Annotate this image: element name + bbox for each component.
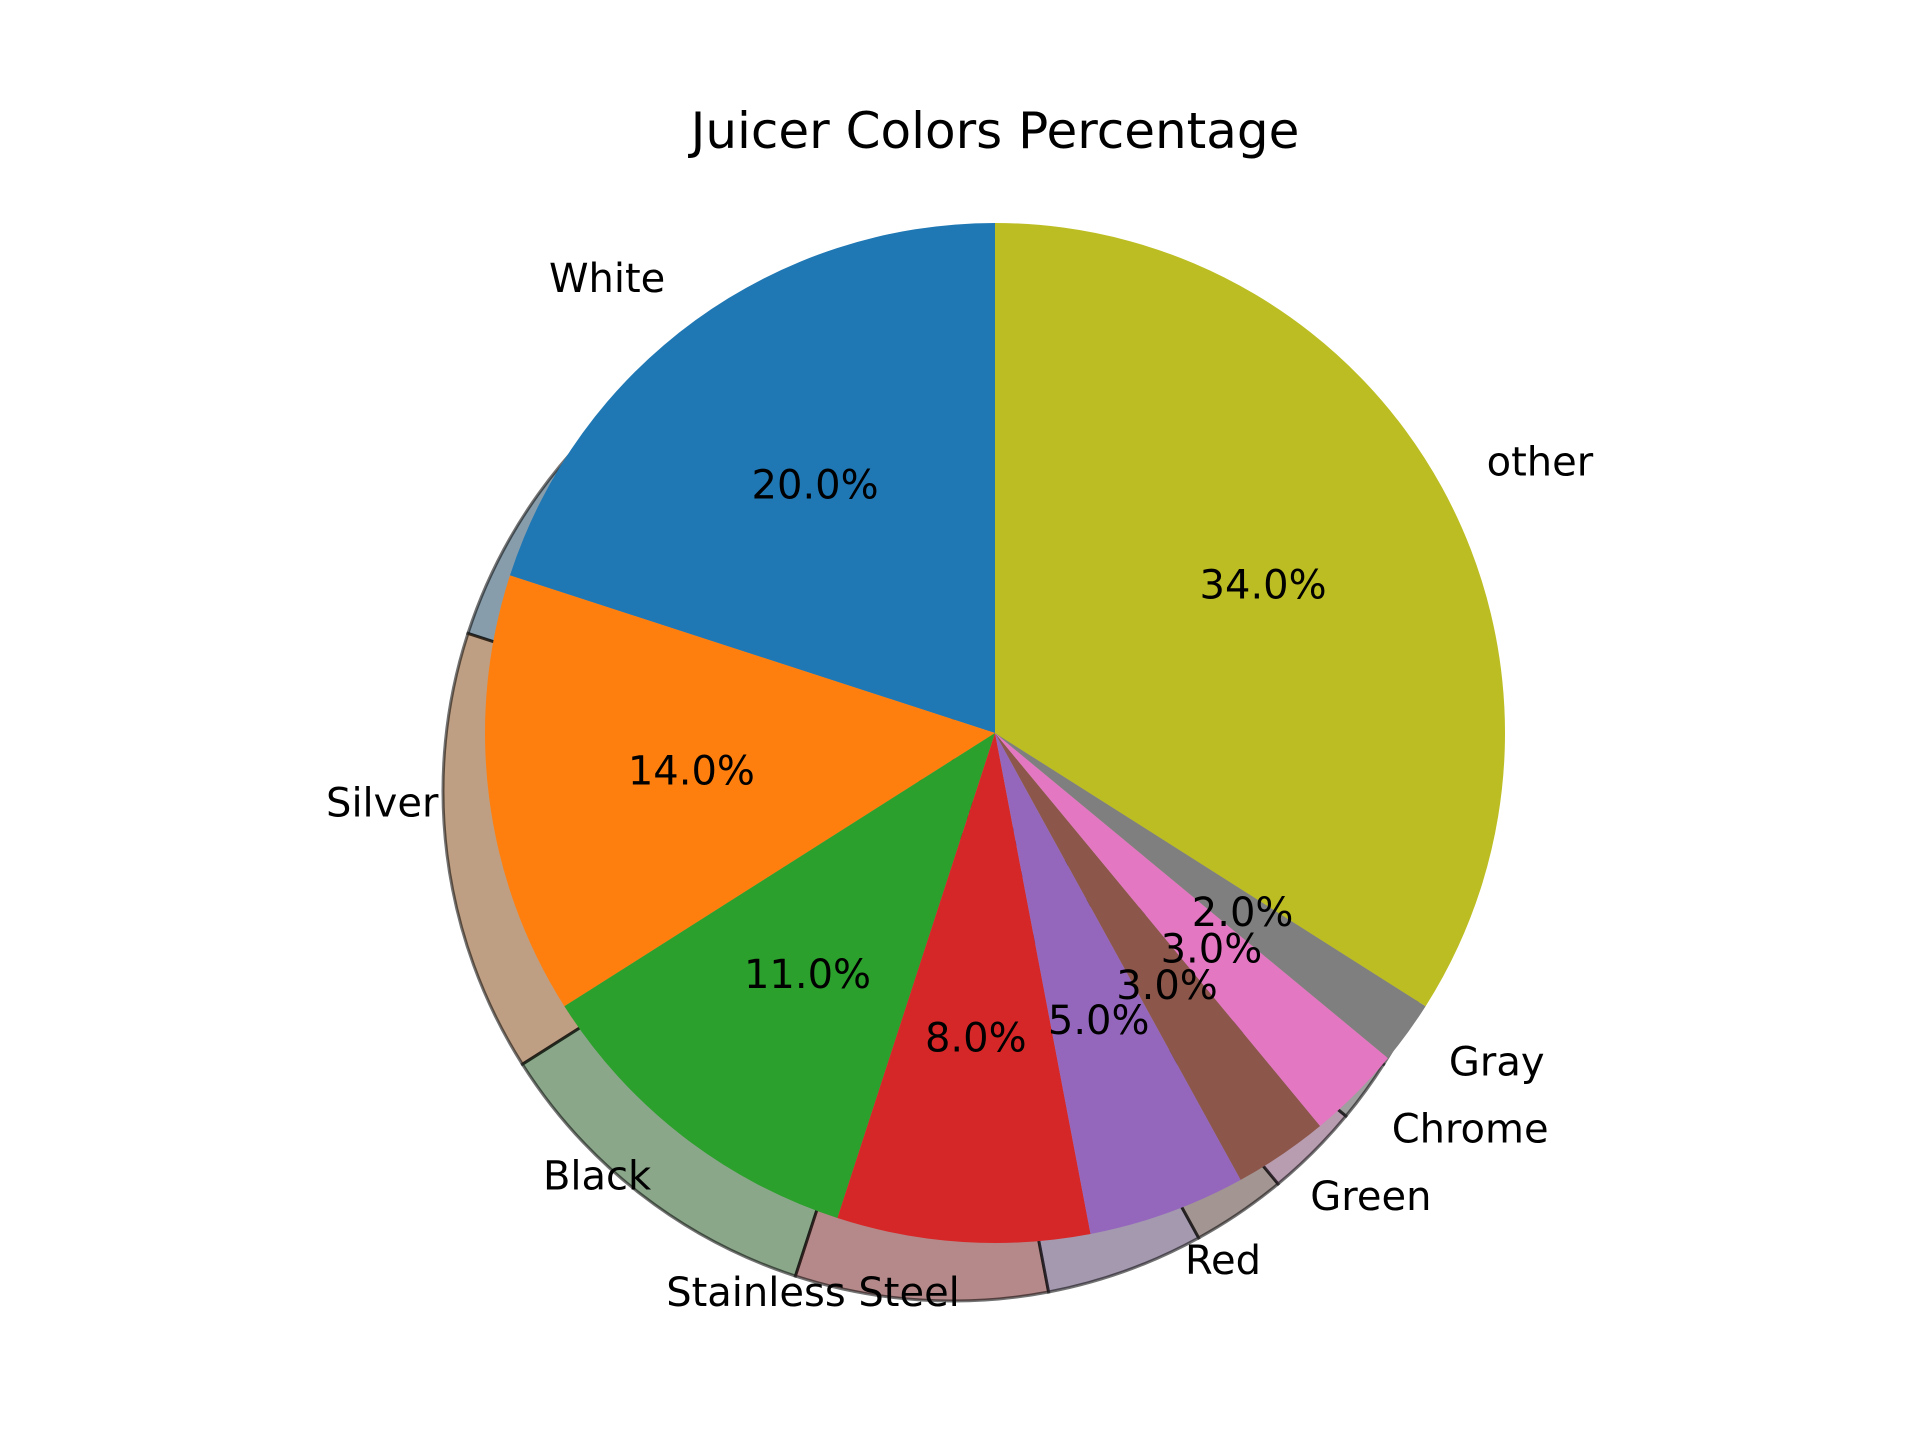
category-label-red: Red bbox=[1185, 1238, 1261, 1284]
percent-label-gray: 2.0% bbox=[1192, 890, 1294, 936]
category-label-gray: Gray bbox=[1449, 1040, 1545, 1086]
percent-label-white: 20.0% bbox=[752, 462, 879, 508]
percent-label-red: 5.0% bbox=[1048, 998, 1150, 1044]
category-label-stainless-steel: Stainless Steel bbox=[666, 1270, 960, 1316]
chart-title: Juicer Colors Percentage bbox=[688, 102, 1300, 160]
category-label-other: other bbox=[1487, 440, 1594, 486]
slice-stainless-steel bbox=[837, 733, 1091, 1244]
slice-silver bbox=[484, 575, 995, 1007]
category-label-white: White bbox=[549, 256, 665, 302]
slice-green bbox=[995, 733, 1321, 1180]
category-label-chrome: Chrome bbox=[1392, 1107, 1549, 1153]
category-label-silver: Silver bbox=[326, 780, 439, 826]
slice-layer bbox=[484, 223, 1506, 1244]
slice-gray bbox=[995, 733, 1426, 1059]
category-label-black: Black bbox=[543, 1153, 652, 1199]
percent-label-silver: 14.0% bbox=[628, 748, 755, 794]
percent-label-chrome: 3.0% bbox=[1161, 926, 1263, 972]
slice-chrome bbox=[995, 733, 1388, 1126]
percent-label-green: 3.0% bbox=[1116, 963, 1218, 1009]
category-label-green: Green bbox=[1310, 1174, 1431, 1220]
slice-white bbox=[509, 223, 995, 733]
label-layer: White 20.0% Silver 14.0% Black 11.0% Stainless… bbox=[326, 256, 1594, 1316]
percent-label-other: 34.0% bbox=[1200, 563, 1327, 609]
percent-label-black: 11.0% bbox=[744, 952, 871, 998]
percent-label-stainless-steel: 8.0% bbox=[925, 1015, 1027, 1061]
slice-other bbox=[995, 223, 1506, 1007]
slice-red bbox=[995, 733, 1241, 1234]
slice-black bbox=[564, 733, 995, 1219]
